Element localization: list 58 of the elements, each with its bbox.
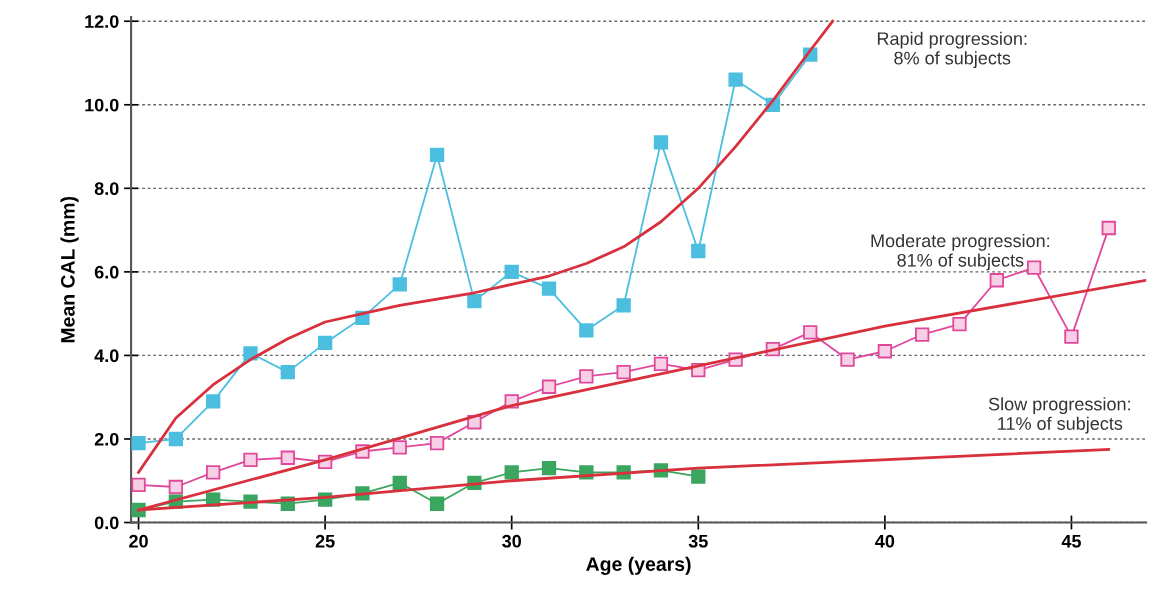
point	[541, 379, 557, 394]
y-tick-label: 12.0	[85, 15, 119, 28]
x-tick-label: 35	[688, 534, 708, 548]
point	[691, 469, 706, 484]
annotation: Rapid progression: 8% of subjects	[877, 31, 1027, 69]
point	[877, 344, 893, 359]
point	[467, 293, 482, 309]
y-tick-label: 2.0	[94, 432, 119, 446]
point	[392, 277, 407, 292]
point	[616, 298, 631, 313]
point	[541, 281, 557, 296]
point	[280, 450, 295, 465]
x-tick-label: 40	[875, 534, 895, 548]
x-tick-label: 25	[315, 534, 335, 548]
point	[243, 452, 258, 468]
y-tick-label: 6.0	[94, 265, 119, 279]
point	[1101, 220, 1116, 236]
point	[952, 316, 967, 332]
point	[131, 477, 146, 493]
point	[280, 364, 295, 380]
point	[728, 72, 743, 87]
point	[504, 465, 519, 480]
point	[653, 356, 669, 371]
point	[691, 243, 706, 259]
point	[206, 394, 221, 409]
point	[206, 465, 221, 480]
x-axis-title: Age (years)	[586, 556, 691, 575]
point	[653, 135, 669, 150]
point	[131, 435, 146, 451]
point	[1064, 329, 1079, 344]
y-tick-label: 10.0	[85, 98, 119, 112]
y-axis-title: Mean CAL (mm)	[60, 196, 79, 343]
point	[392, 440, 407, 455]
point	[168, 431, 184, 447]
point	[168, 479, 184, 495]
point	[429, 496, 445, 511]
point	[541, 461, 557, 476]
point	[429, 435, 445, 451]
point	[392, 475, 407, 490]
point	[579, 369, 594, 384]
x-tick-label: 20	[129, 534, 148, 548]
x-tick-label: 30	[502, 534, 522, 548]
annotation: Slow progression: 11% of subjects	[988, 397, 1130, 434]
point	[1026, 260, 1042, 275]
point	[989, 273, 1004, 288]
point	[317, 335, 333, 351]
point	[803, 325, 818, 340]
x-tick-label: 45	[1061, 534, 1081, 548]
point	[915, 327, 930, 342]
point	[616, 364, 631, 380]
point	[504, 264, 519, 280]
point	[840, 352, 855, 367]
annotation: Moderate progression: 81% of subjects	[871, 233, 1050, 271]
y-tick-label: 8.0	[94, 182, 119, 196]
y-tick-label: 0.0	[94, 516, 119, 530]
point	[429, 147, 445, 163]
point	[579, 323, 594, 338]
y-tick-label: 4.0	[94, 349, 119, 363]
